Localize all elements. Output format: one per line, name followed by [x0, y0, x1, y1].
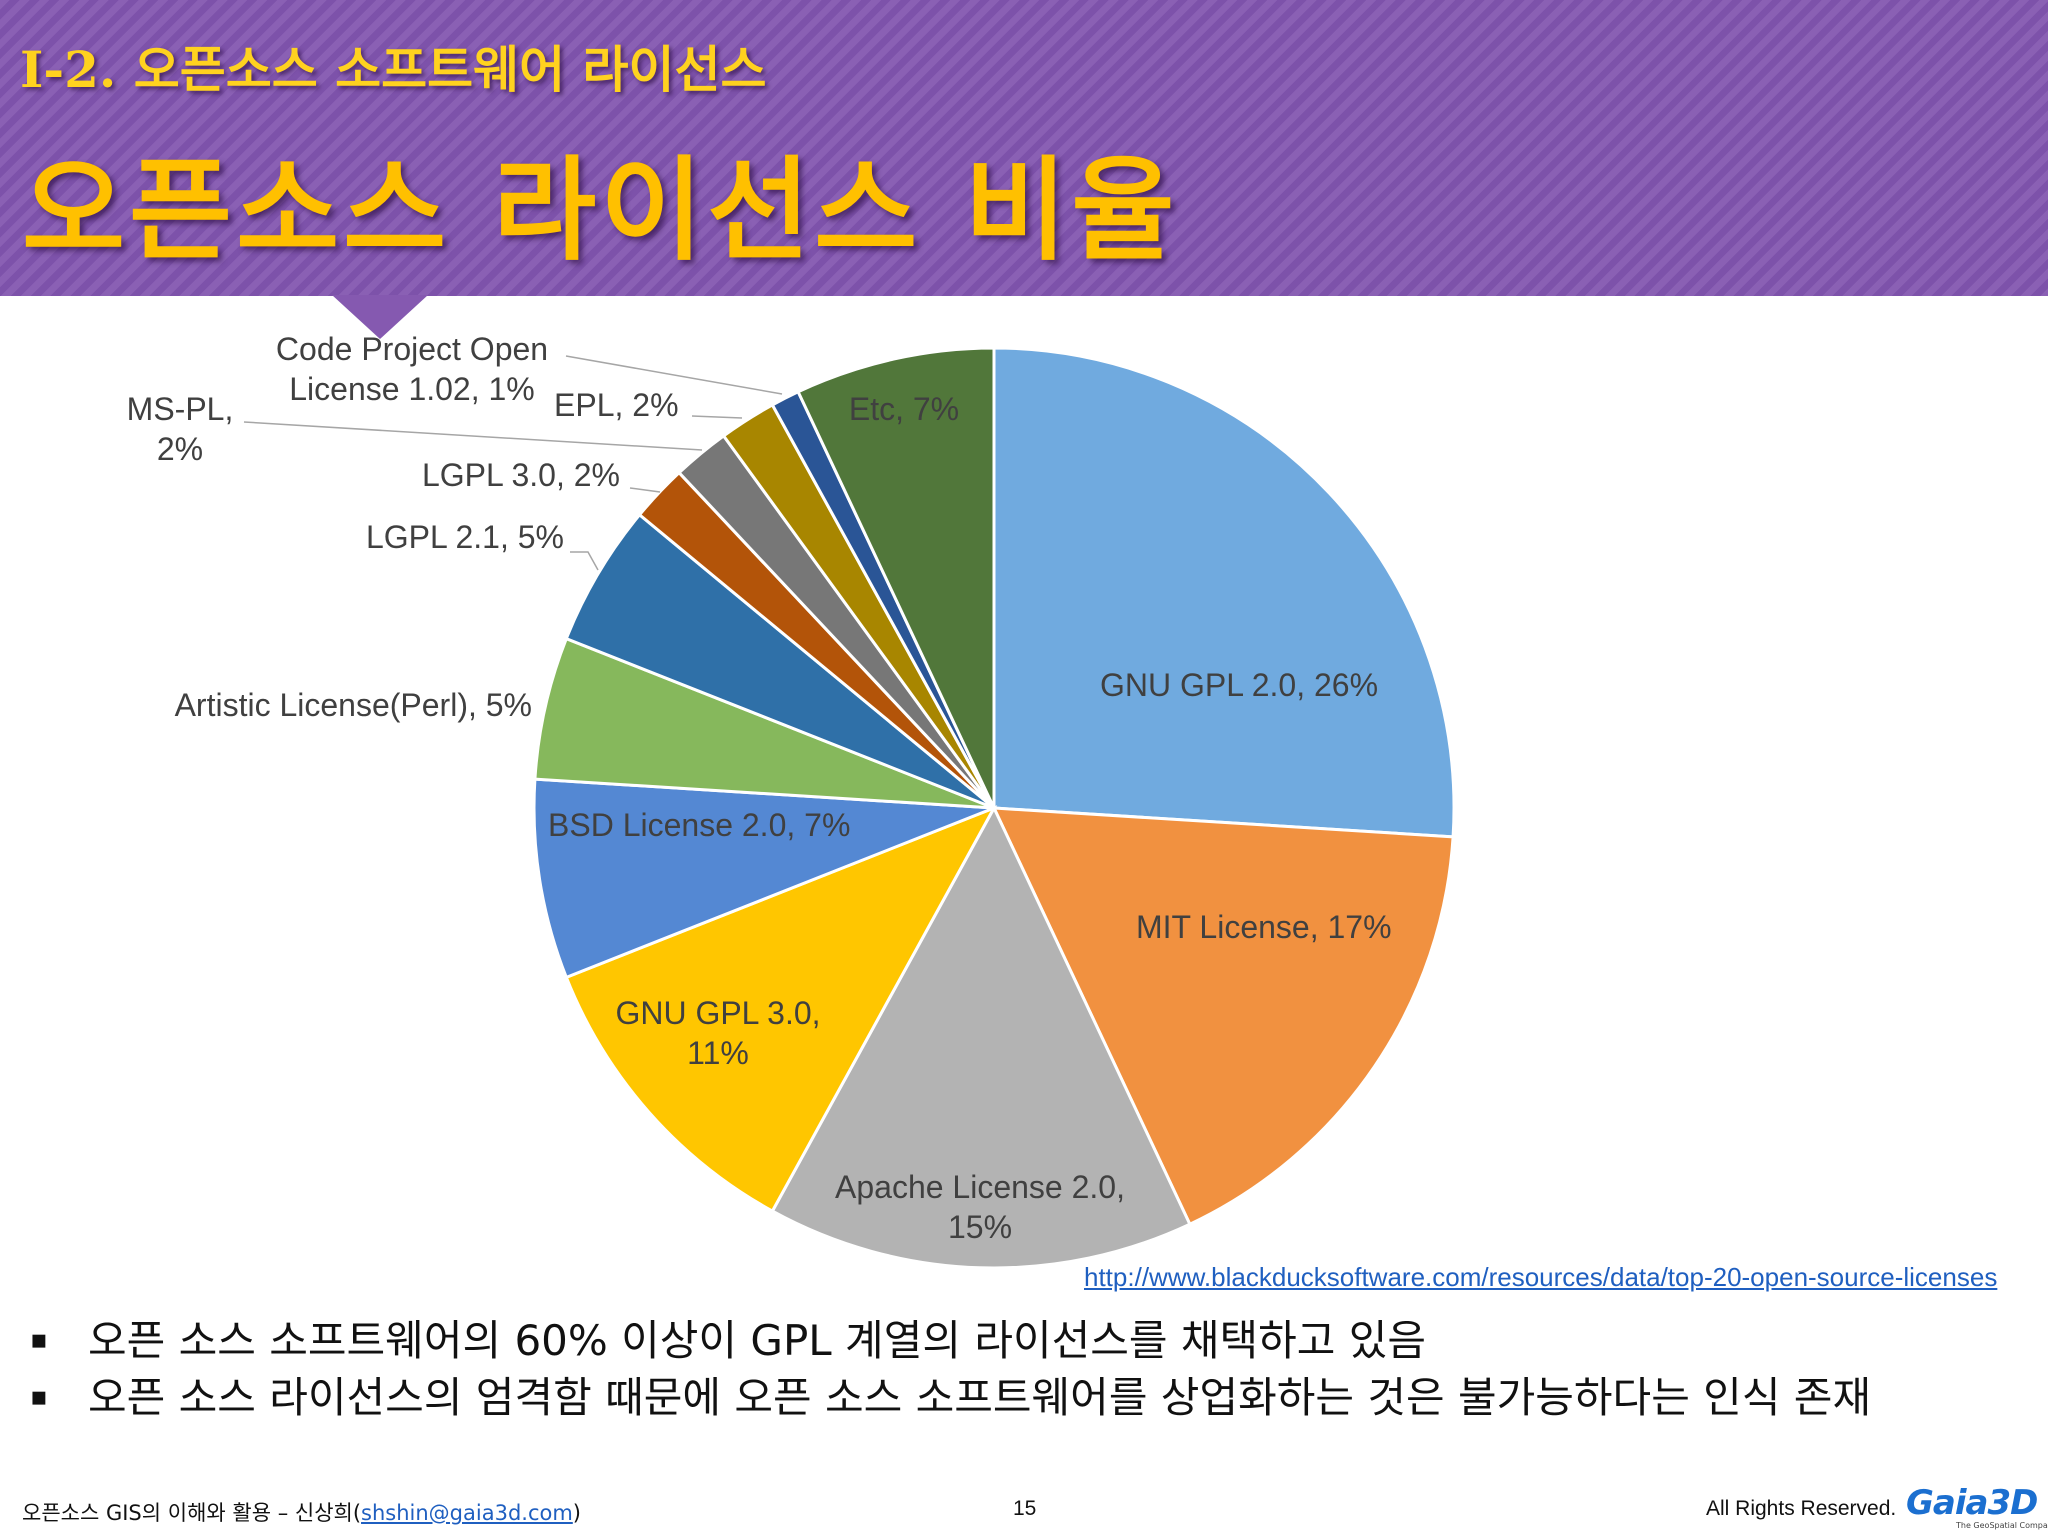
pie-label-apache-line2: 15%	[948, 1209, 1012, 1245]
leader-line-epl	[691, 415, 743, 419]
leader-line-lgpl30	[629, 487, 661, 493]
bullet-mark: ▪	[30, 1382, 48, 1412]
pie-label-cpol-line2: License 1.02, 1%	[289, 371, 535, 407]
pie-label-mspl-line2: 2%	[157, 431, 203, 467]
pie-label-gpl2: GNU GPL 2.0, 26%	[1100, 667, 1378, 703]
header-banner	[0, 0, 2048, 296]
bullet-mark: ▪	[30, 1325, 48, 1355]
footer-prefix: 오픈소스 GIS의 이해와 활용 – 신상희(	[22, 1501, 362, 1525]
pie-label-gpl3-line2: 11%	[687, 1035, 749, 1071]
gaia3d-logo: Gaia3D The GeoSpatial Company	[1906, 1483, 2048, 1533]
section-title: I-2. 오픈소스 소프트웨어 라이선스	[20, 40, 767, 99]
license-pie-chart: GNU GPL 2.0, 26% MIT License, 17% Apache…	[127, 331, 1456, 1270]
bullet-text: 오픈 소스 소프트웨어의 60% 이상이 GPL 계열의 라이선스를 채택하고 …	[88, 1316, 1427, 1365]
source-link[interactable]: http://www.blackducksoftware.com/resourc…	[1084, 1262, 1998, 1292]
pie-label-etc: Etc, 7%	[849, 391, 959, 427]
pie-label-lgpl30: LGPL 3.0, 2%	[422, 457, 620, 493]
footer-suffix: )	[572, 1501, 581, 1525]
pie-slice-6	[564, 512, 995, 810]
pie-slice-2	[770, 804, 1192, 1270]
pie-label-bsd: BSD License 2.0, 7%	[548, 807, 850, 843]
leader-line-cpol	[565, 355, 783, 395]
logo-subtext: The GeoSpatial Company	[1956, 1521, 2048, 1530]
pie-slice-3	[564, 805, 998, 1214]
author-email-link[interactable]: shshin@gaia3d.com	[361, 1501, 573, 1525]
pie-label-mspl-line1: MS-PL,	[127, 391, 234, 427]
pie-slice-11	[796, 346, 996, 809]
pie-slice-1	[991, 806, 1455, 1227]
pie-slice-0	[992, 346, 1456, 839]
header-notch	[332, 295, 428, 339]
slide-title: 오픈소스 라이선스 비율	[22, 146, 1179, 276]
pie-label-lgpl21: LGPL 2.1, 5%	[366, 519, 564, 555]
leader-line-mspl	[243, 421, 703, 451]
pie-label-mit: MIT License, 17%	[1136, 909, 1392, 945]
rights-text: All Rights Reserved.	[1706, 1497, 1897, 1520]
logo-text: Gaia3D	[1906, 1483, 2038, 1523]
pie-slice-5	[533, 636, 995, 810]
pie-label-gpl3-line1: GNU GPL 3.0,	[615, 995, 820, 1031]
pie-label-cpol-line1: Code Project Open	[276, 331, 548, 367]
pie-label-apache-line1: Apache License 2.0,	[835, 1169, 1125, 1205]
bullet-text: 오픈 소스 라이선스의 엄격함 때문에 오픈 소스 소프트웨어를 상업화하는 것…	[88, 1373, 1872, 1422]
pie-slice-4	[532, 777, 995, 980]
pie-label-artistic: Artistic License(Perl), 5%	[175, 687, 532, 723]
bullet-list: ▪ 오픈 소스 소프트웨어의 60% 이상이 GPL 계열의 라이선스를 채택하…	[30, 1312, 2030, 1426]
bullet-item: ▪ 오픈 소스 소프트웨어의 60% 이상이 GPL 계열의 라이선스를 채택하…	[30, 1312, 2030, 1369]
footer-credit: 오픈소스 GIS의 이해와 활용 – 신상희(shshin@gaia3d.com…	[22, 1497, 581, 1527]
bullet-item: ▪ 오픈 소스 라이선스의 엄격함 때문에 오픈 소스 소프트웨어를 상업화하는…	[30, 1369, 2030, 1426]
pie-label-epl: EPL, 2%	[554, 387, 679, 423]
page-number: 15	[1013, 1497, 1037, 1520]
leader-line-lgpl21	[570, 551, 599, 571]
